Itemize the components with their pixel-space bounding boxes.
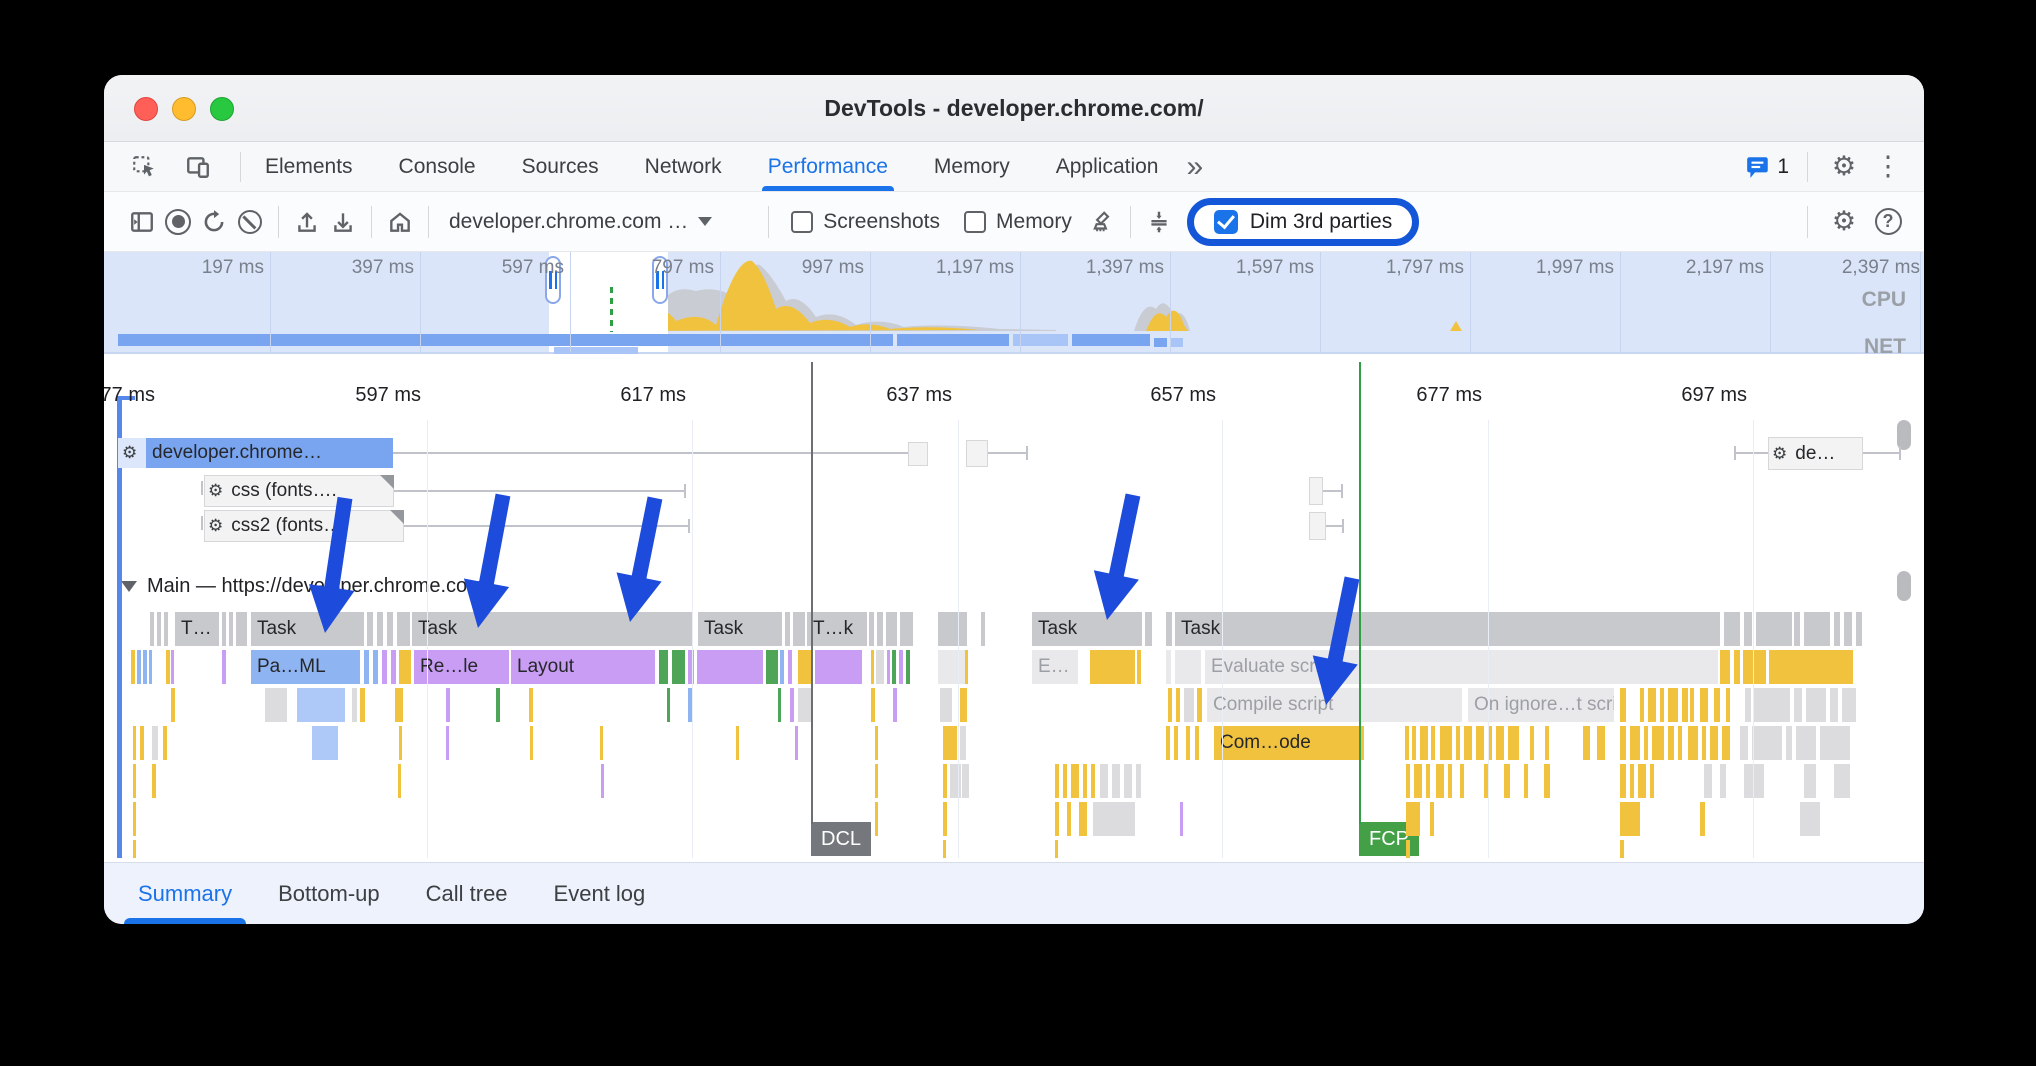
tab-summary[interactable]: Summary [123,863,247,924]
network-track-title: Network [147,451,221,473]
tracks-area: Network … Main — https://developer.chrom… [104,420,1924,911]
tab-event-log[interactable]: Event log [553,880,646,906]
settings-gear-icon[interactable]: ⚙ [1831,151,1857,181]
device-toolbar-icon[interactable] [180,149,216,185]
dcl-marker-badge[interactable]: DCL [811,822,872,856]
tab-bottom-up[interactable]: Bottom-up [278,880,380,906]
upload-profile-icon[interactable] [289,204,325,240]
selection-right-handle[interactable] [652,256,668,304]
overview-selection-window[interactable] [549,252,668,352]
more-tabs-icon[interactable]: » [1186,149,1204,183]
collapse-triangle-icon [121,581,137,592]
reload-and-record-icon[interactable] [196,204,232,240]
help-icon[interactable]: ? [1870,204,1906,240]
tab-network[interactable]: Network [644,154,722,178]
main-track-header[interactable]: Main — https://developer.chrome.com/ [121,575,489,598]
chevron-down-icon [698,217,713,226]
dim-3rd-parties-highlight-ring: Dim 3rd parties [1186,197,1420,246]
tab-console[interactable]: Console [398,154,476,178]
kebab-menu-icon[interactable]: ⋮ [1874,151,1902,181]
minimize-window-button[interactable] [172,97,196,121]
history-select-value: developer.chrome.com … [449,209,689,233]
memory-checkbox[interactable]: Memory [964,210,1072,234]
tab-sources[interactable]: Sources [521,154,599,178]
title-bar: DevTools - developer.chrome.com/ [104,75,1924,142]
record-icon[interactable] [160,204,196,240]
network-track-header[interactable]: Network [121,451,220,474]
selection-left-handle[interactable] [545,256,561,304]
fcp-marker-badge[interactable]: FCP [1359,822,1419,856]
tab-memory[interactable]: Memory [933,154,1010,178]
performance-toolbar: developer.chrome.com … Screenshots Memor… [104,192,1924,252]
timeline-ruler [104,352,1924,420]
main-track-title: Main — https://developer.chrome.com/ [147,575,490,597]
history-select[interactable]: developer.chrome.com … [449,209,713,234]
tab-elements[interactable]: Elements [265,154,353,178]
clear-icon[interactable] [232,204,268,240]
flatten-tracks-icon[interactable] [1141,204,1177,240]
tab-performance[interactable]: Performance [761,142,895,191]
window-title: DevTools - developer.chrome.com/ [824,94,1204,121]
devtools-window: DevTools - developer.chrome.com/ Element… [104,75,1924,924]
screenshots-label: Screenshots [823,209,941,233]
memory-label: Memory [996,209,1072,233]
capture-settings-gear-icon[interactable]: ⚙ [1831,206,1857,236]
dim-3rd-parties-checkbox[interactable] [1213,209,1238,234]
zoom-window-button[interactable] [210,97,234,121]
screenshots-checkbox[interactable]: Screenshots [791,210,940,234]
devtools-tab-bar: Elements Console Sources Network Perform… [104,142,1924,192]
toggle-sidebar-icon[interactable] [124,204,160,240]
dim-3rd-parties-label: Dim 3rd parties [1249,209,1393,233]
checkbox-icon [964,210,987,233]
issues-counter[interactable]: 1 [1745,155,1789,179]
download-profile-icon[interactable] [325,204,361,240]
collapse-triangle-icon [121,457,137,468]
timeline-overview[interactable] [104,252,1924,352]
inspect-element-icon[interactable] [126,149,162,185]
issues-count: 1 [1777,154,1789,178]
garbage-collect-icon[interactable] [1084,204,1120,240]
checkbox-icon [791,210,814,233]
close-window-button[interactable] [134,97,158,121]
tab-application[interactable]: Application [1055,154,1159,178]
tab-call-tree[interactable]: Call tree [425,880,508,906]
message-icon [1747,156,1769,178]
details-tab-bar: Summary Bottom-up Call tree Event log [104,862,1924,924]
home-icon[interactable] [382,204,418,240]
